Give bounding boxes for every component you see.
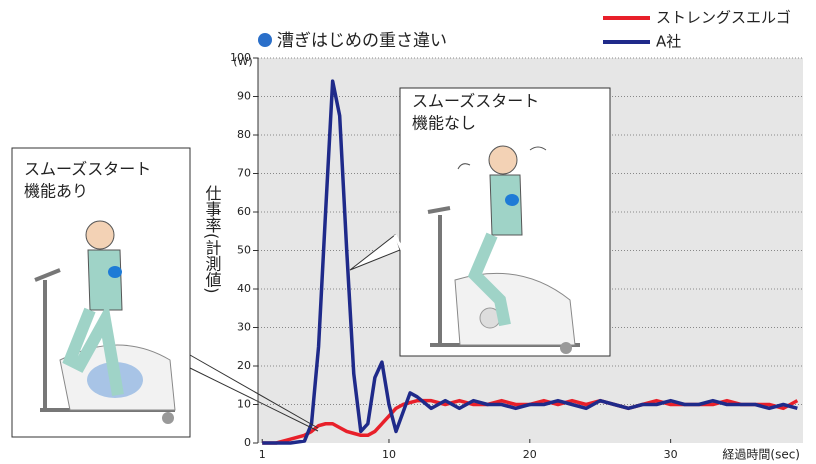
y-tick-label: 40 — [237, 282, 251, 295]
series-line — [262, 79, 798, 445]
callouts — [11, 87, 611, 438]
callout-text: スムーズスタート — [24, 160, 151, 179]
chart-title: 漕ぎはじめの重さ違い — [277, 31, 447, 51]
callout-text: 機能なし — [412, 114, 476, 133]
y-unit: (W) — [233, 55, 252, 68]
y-tick-label: 20 — [237, 359, 251, 372]
y-tick-label: 0 — [244, 436, 251, 449]
legend-label: A社 — [656, 33, 681, 51]
callout-text: スムーズスタート — [412, 92, 539, 111]
y-tick-label: 30 — [237, 321, 251, 334]
y-tick-label: 60 — [237, 205, 251, 218]
callout-line — [189, 354, 319, 429]
x-axis-label: 経過時間(sec) — [722, 448, 800, 462]
callout-line — [189, 367, 319, 432]
title-bullet — [258, 33, 272, 47]
y-tick-label: 50 — [237, 244, 251, 257]
y-axis-label: 仕事率(計測値) — [203, 185, 222, 293]
y-tick-label: 70 — [237, 167, 251, 180]
x-tick-label: 30 — [664, 448, 678, 461]
y-tick-label: 10 — [237, 398, 251, 411]
x-tick-label: 20 — [523, 448, 537, 461]
y-tick-label: 80 — [237, 128, 251, 141]
illustration — [427, 145, 580, 354]
illustration — [34, 220, 176, 424]
x-tick-label: 10 — [382, 448, 396, 461]
legend-label: ストレングスエルゴ — [656, 9, 791, 27]
callout-text: 機能あり — [24, 182, 88, 201]
x-tick-label: 1 — [259, 448, 266, 461]
y-tick-label: 90 — [237, 90, 251, 103]
y-tick-label: 100 — [230, 51, 251, 64]
